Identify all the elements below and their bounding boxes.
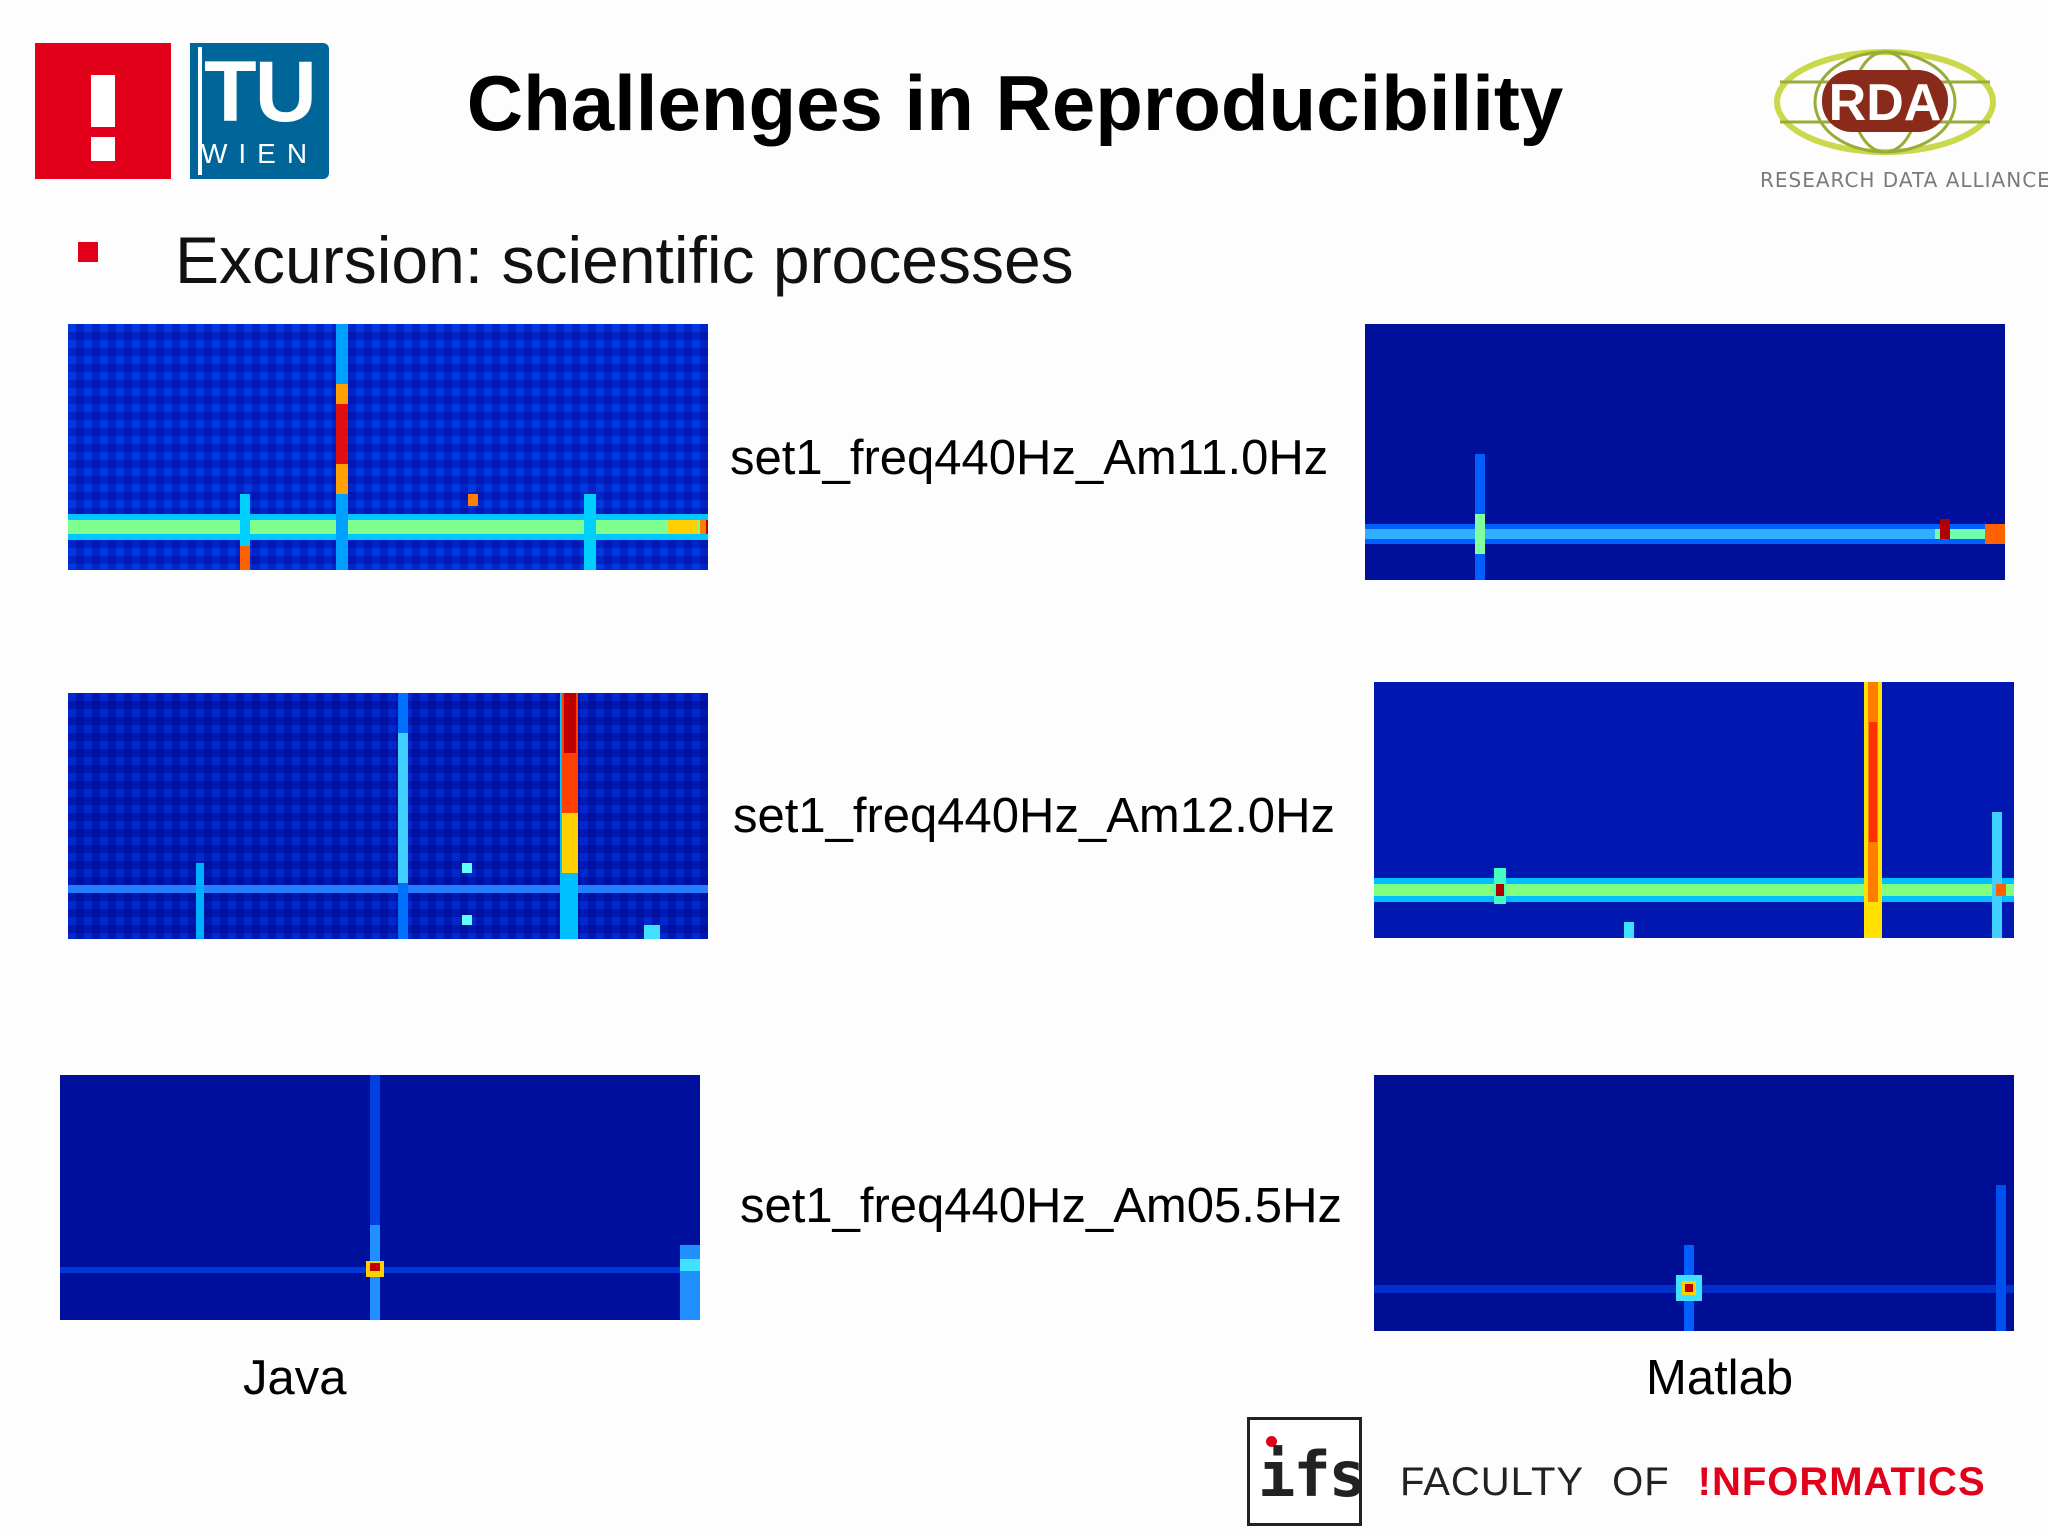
- tu-exclamation-logo: [35, 43, 171, 179]
- tu-logo-subtitle: WIEN: [200, 138, 319, 169]
- java-spectrogram-am12: [68, 693, 708, 939]
- rda-caption: RESEARCH DATA ALLIANCE: [1760, 168, 2048, 192]
- rda-logo: RDA RESEARCH DATA ALLIANCE: [1760, 42, 2048, 202]
- java-spectrogram-am05: [60, 1075, 700, 1320]
- java-spectrogram-am11: [68, 324, 708, 570]
- tu-logo-letters: TU: [204, 44, 317, 140]
- column-label-java: Java: [243, 1351, 347, 1405]
- rda-mark: RDA: [1829, 74, 1942, 132]
- bullet-marker: [78, 242, 98, 262]
- informatics-word: !NFORMATICS: [1697, 1460, 1986, 1504]
- faculty-word: FACULTY: [1400, 1460, 1585, 1504]
- row-label-am05: set1_freq440Hz_Am05.5Hz: [740, 1179, 1342, 1233]
- slide-title: Challenges in Reproducibility: [466, 59, 1564, 147]
- of-word: OF: [1612, 1460, 1670, 1504]
- faculty-wordmark: FACULTY OF !NFORMATICS: [1400, 1460, 1986, 1505]
- ifs-dot-icon: [1266, 1436, 1277, 1447]
- row-label-am11: set1_freq440Hz_Am11.0Hz: [730, 431, 1329, 485]
- matlab-spectrogram-am05: [1374, 1075, 2014, 1331]
- ifs-logo-text: ifs: [1258, 1438, 1366, 1511]
- matlab-spectrogram-am11: [1365, 324, 2005, 580]
- matlab-spectrogram-am12: [1374, 682, 2014, 938]
- rda-globe-icon: RDA: [1774, 49, 1996, 155]
- bullet-text: Excursion: scientific processes: [175, 223, 1074, 297]
- row-label-am12: set1_freq440Hz_Am12.0Hz: [733, 789, 1335, 843]
- ifs-logo: ifs: [1247, 1417, 1366, 1526]
- tu-wien-logo: TU WIEN: [190, 43, 329, 179]
- column-label-matlab: Matlab: [1646, 1351, 1794, 1405]
